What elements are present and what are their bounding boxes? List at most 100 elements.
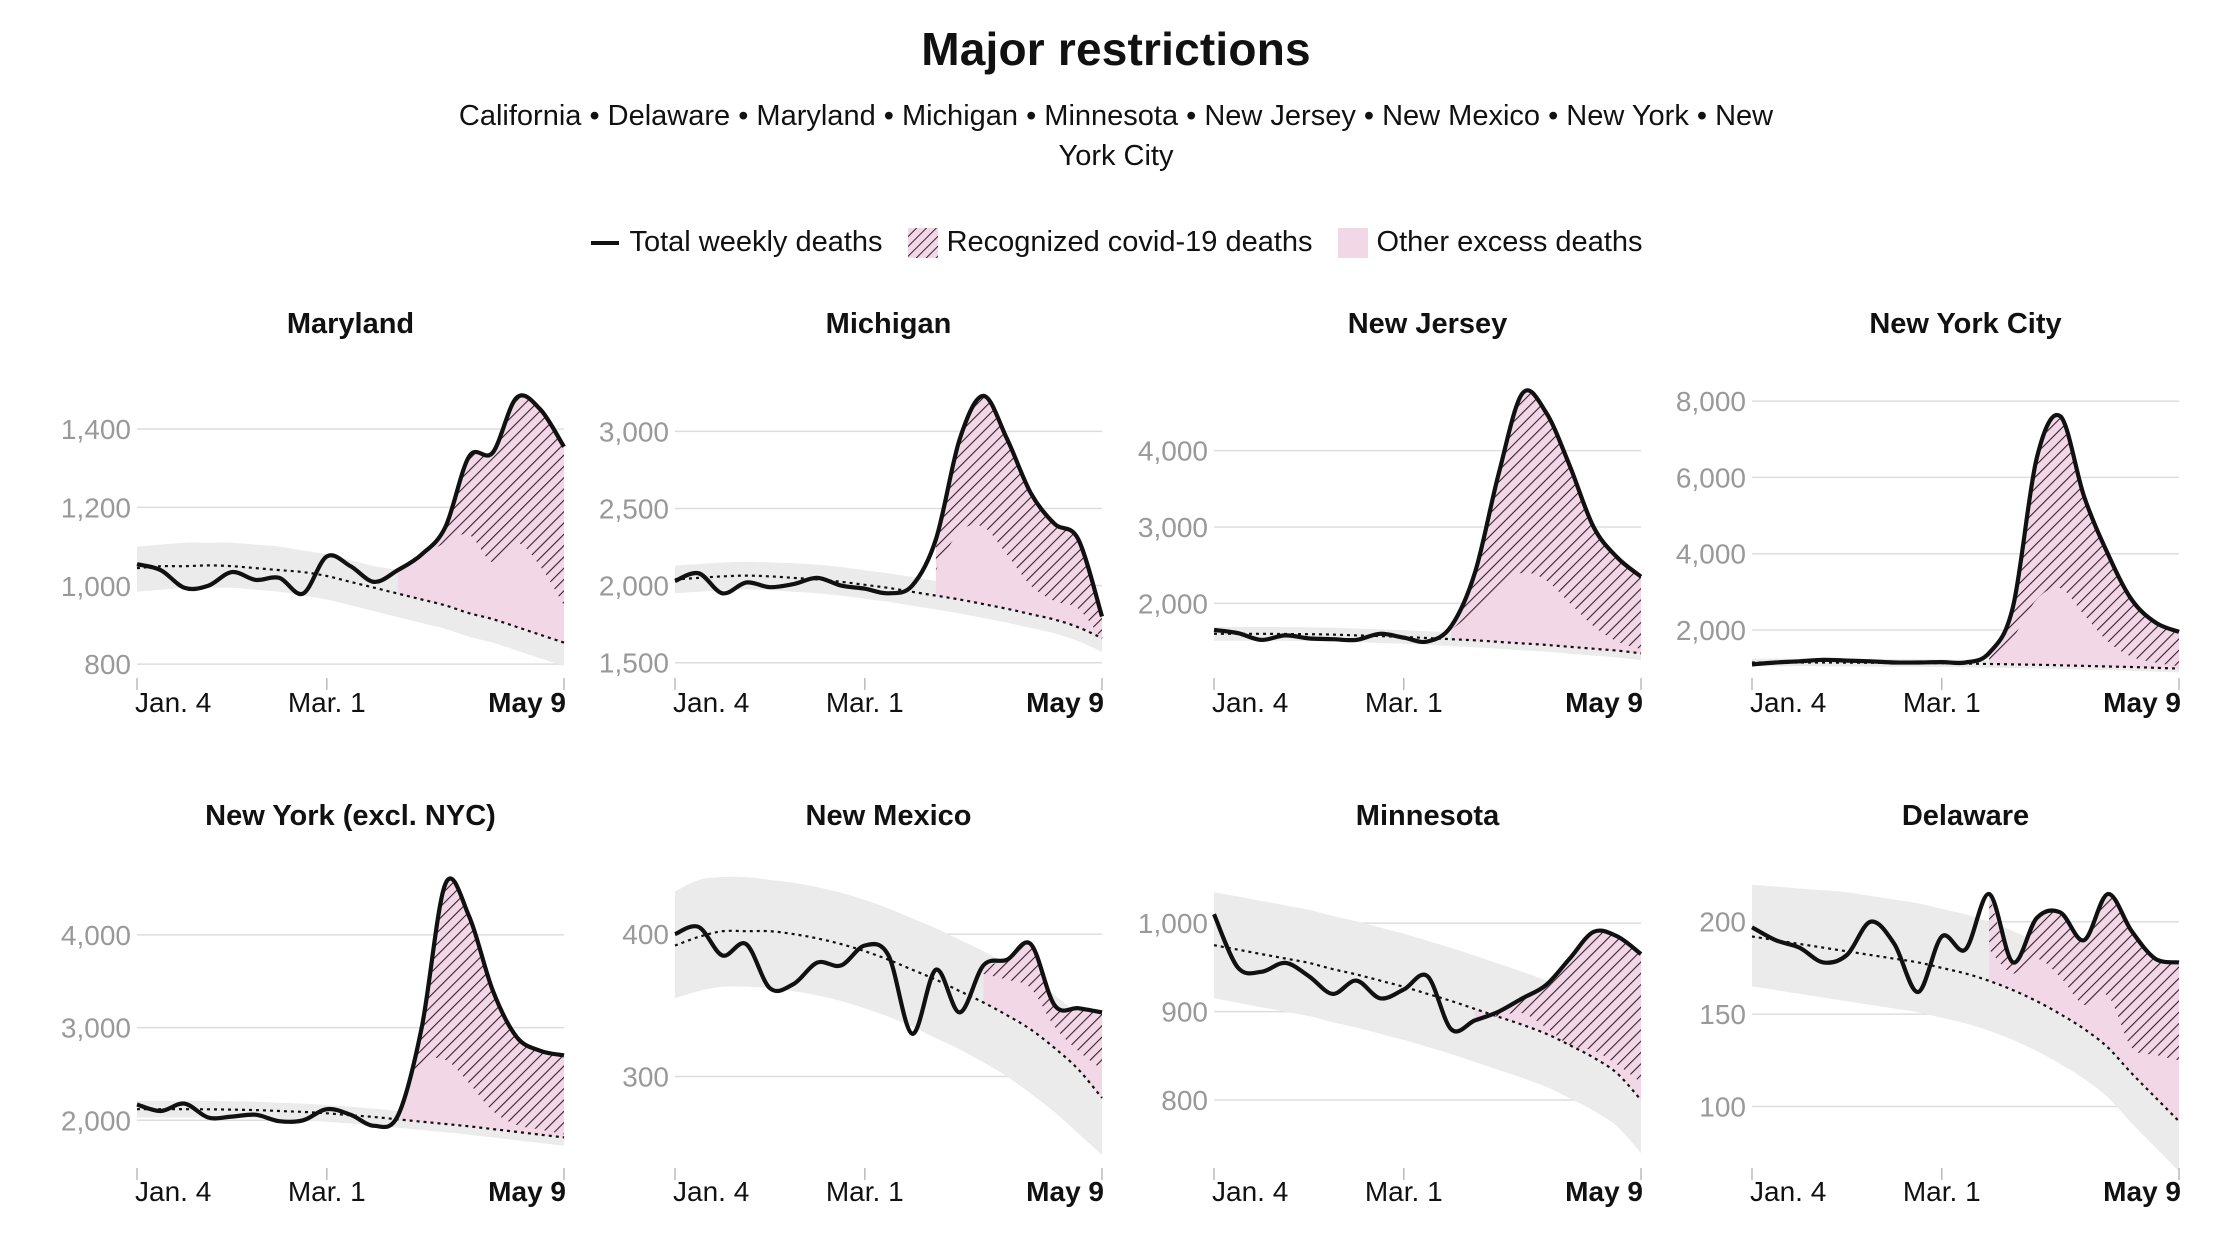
total-deaths-line xyxy=(136,876,565,1130)
legend-label-total: Total weekly deaths xyxy=(629,226,883,258)
expected-range-band xyxy=(1752,884,2179,1172)
x-tick-label: May 9 xyxy=(488,1176,566,1207)
x-tick-label: Mar. 1 xyxy=(1903,1176,1981,1207)
y-tick-label: 1,000 xyxy=(1138,908,1208,939)
panel-maryland: Maryland 800 1,000 1,200 1,400 Jan. 4 Mar. 1 Ma… xyxy=(61,308,566,718)
panel-new-york-excl-nyc: New York (excl. NYC) 2,000 3,000 4,000 Jan. … xyxy=(61,800,566,1207)
expected-deaths-line xyxy=(1213,944,1642,1101)
expected-deaths-line xyxy=(674,574,1103,640)
other-excess-area xyxy=(983,942,1102,1098)
x-tick-label: May 9 xyxy=(1565,1176,1643,1207)
total-deaths-line xyxy=(1750,891,2180,995)
covid-area-hatch xyxy=(397,878,564,1135)
x-tick-label: Mar. 1 xyxy=(1365,687,1443,718)
expected-range-band xyxy=(1214,892,1641,1154)
panel-title: New York City xyxy=(1869,308,2061,340)
covid-area-hatch xyxy=(1451,390,1641,650)
panel-new-jersey: New Jersey 2,000 3,000 4,000 Jan. 4 Mar. 1 May… xyxy=(1138,308,1643,718)
covid-area-hatch xyxy=(1474,930,1641,1083)
x-tick-label: Mar. 1 xyxy=(826,687,904,718)
y-tick-label: 200 xyxy=(1699,907,1746,938)
x-tick-label: Jan. 4 xyxy=(1750,687,1826,718)
total-deaths-line xyxy=(1751,412,2180,667)
legend-hatch-swatch xyxy=(907,227,938,258)
covid-area-hatch xyxy=(935,395,1102,640)
panel-minnesota: Minnesota 800 900 1,000 Jan. 4 Mar. 1 May 9 xyxy=(1138,800,1643,1207)
panel-title: New Jersey xyxy=(1348,308,1508,340)
y-tick-label: 4,000 xyxy=(1138,436,1208,467)
legend-item-covid: Recognized covid-19 deaths xyxy=(907,226,1313,259)
y-tick-label: 900 xyxy=(1161,997,1208,1028)
y-tick-label: 300 xyxy=(622,1062,669,1093)
x-tick-label: Jan. 4 xyxy=(135,687,211,718)
total-deaths-line xyxy=(1213,388,1643,645)
x-tick-label: May 9 xyxy=(488,687,566,718)
legend-item-other: Other excess deaths xyxy=(1337,226,1643,259)
panel-new-mexico: New Mexico 300 400 Jan. 4 Mar. 1 May 9 xyxy=(622,800,1104,1207)
x-tick-label: Mar. 1 xyxy=(826,1176,904,1207)
y-tick-label: 3,000 xyxy=(61,1013,131,1044)
y-tick-label: 2,000 xyxy=(1676,615,1746,646)
x-tick-label: Jan. 4 xyxy=(1212,1176,1288,1207)
y-tick-label: 3,000 xyxy=(599,416,669,447)
legend: Total weekly deaths Recognized covid-19 … xyxy=(0,226,2232,259)
panel-delaware: Delaware 100 150 200 Jan. 4 Mar. 1 May 9 xyxy=(1699,800,2181,1207)
x-tick-label: Jan. 4 xyxy=(1750,1176,1826,1207)
y-tick-label: 800 xyxy=(1161,1085,1208,1116)
expected-deaths-line xyxy=(1751,661,2180,670)
x-tick-label: May 9 xyxy=(2103,1176,2181,1207)
legend-line-swatch xyxy=(591,240,620,245)
covid-area-hatch xyxy=(1989,414,2179,667)
y-tick-label: 6,000 xyxy=(1676,462,1746,493)
total-deaths-line xyxy=(136,393,566,597)
x-tick-label: Jan. 4 xyxy=(1212,687,1288,718)
legend-pink-swatch xyxy=(1337,227,1368,258)
x-tick-label: May 9 xyxy=(1026,1176,1104,1207)
y-tick-label: 1,000 xyxy=(61,571,131,602)
y-tick-label: 2,000 xyxy=(1138,588,1208,619)
panel-title: New Mexico xyxy=(806,800,972,832)
panel-title: Michigan xyxy=(826,308,952,340)
expected-range-band xyxy=(137,1100,564,1146)
total-deaths-line xyxy=(1212,913,1643,1034)
legend-label-other: Other excess deaths xyxy=(1376,226,1643,258)
expected-deaths-line xyxy=(136,564,565,644)
x-tick-label: Jan. 4 xyxy=(135,1176,211,1207)
x-tick-label: May 9 xyxy=(2103,687,2181,718)
panel-title: Delaware xyxy=(1902,800,2029,832)
y-tick-label: 2,000 xyxy=(61,1105,131,1136)
state-list: California • Delaware • Maryland • Michi… xyxy=(458,100,1774,172)
total-deaths-line xyxy=(674,924,1103,1036)
x-tick-label: May 9 xyxy=(1565,687,1643,718)
y-tick-label: 1,200 xyxy=(61,492,131,523)
panel-michigan: Michigan 1,500 2,000 2,500 3,000 Jan. 4 Mar. 1… xyxy=(599,308,1105,718)
y-tick-label: 4,000 xyxy=(1676,539,1746,570)
y-tick-label: 8,000 xyxy=(1676,386,1746,417)
y-tick-label: 1,500 xyxy=(599,648,669,679)
y-tick-label: 2,000 xyxy=(599,571,669,602)
y-tick-label: 4,000 xyxy=(61,920,131,951)
x-tick-label: Mar. 1 xyxy=(288,1176,366,1207)
legend-item-total: Total weekly deaths xyxy=(589,226,883,259)
legend-label-covid: Recognized covid-19 deaths xyxy=(946,226,1313,258)
y-tick-label: 150 xyxy=(1699,999,1746,1030)
expected-range-band xyxy=(675,876,1102,1155)
x-tick-label: May 9 xyxy=(1026,687,1104,718)
x-tick-label: Mar. 1 xyxy=(1903,687,1981,718)
expected-deaths-line xyxy=(1751,935,2180,1123)
y-tick-label: 2,500 xyxy=(599,493,669,524)
page-title: Major restrictions xyxy=(921,23,1311,75)
x-tick-label: Jan. 4 xyxy=(673,1176,749,1207)
panel-title: New York (excl. NYC) xyxy=(205,800,496,832)
x-tick-label: Jan. 4 xyxy=(673,687,749,718)
x-tick-label: Mar. 1 xyxy=(1365,1176,1443,1207)
panel-title: Minnesota xyxy=(1356,800,1500,832)
y-tick-label: 400 xyxy=(622,919,669,950)
covid-area-hatch xyxy=(397,395,564,606)
x-tick-label: Mar. 1 xyxy=(288,687,366,718)
expected-deaths-line xyxy=(137,1108,565,1139)
y-tick-label: 1,400 xyxy=(61,414,131,445)
covid-area-hatch xyxy=(1989,893,2179,1061)
y-tick-label: 3,000 xyxy=(1138,512,1208,543)
